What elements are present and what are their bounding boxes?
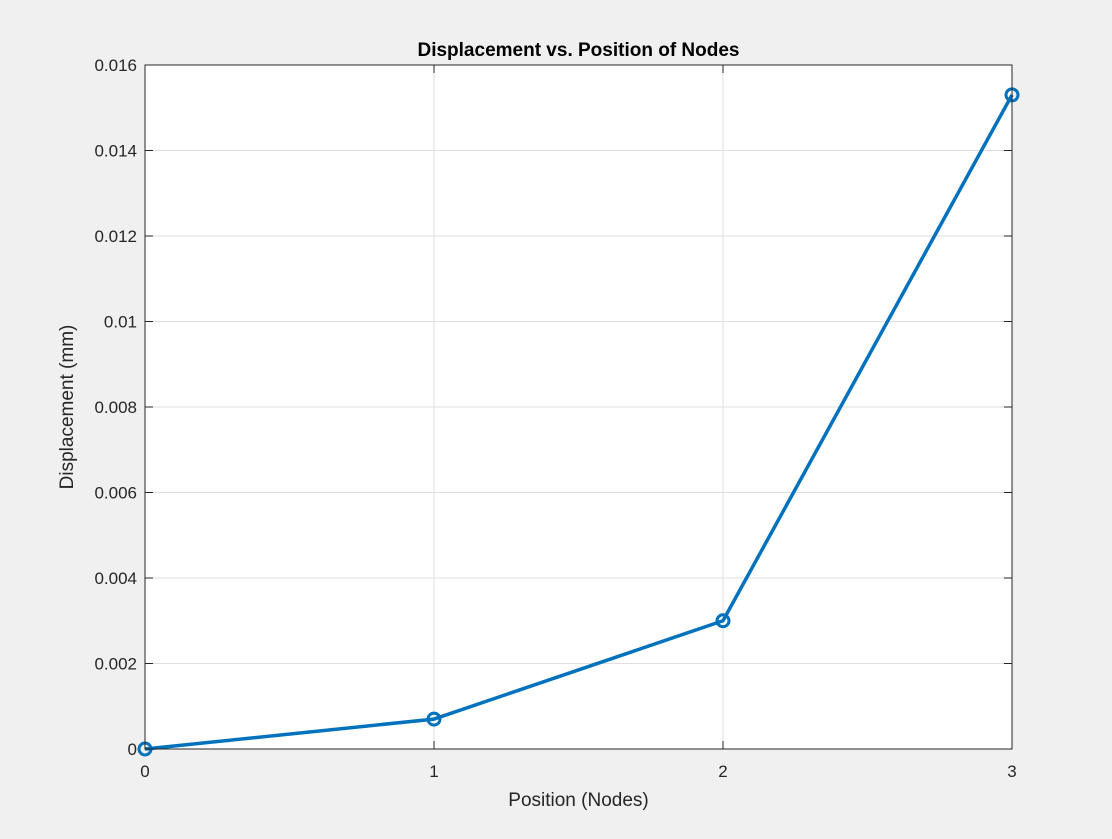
y-tick-label: 0.01: [104, 313, 137, 332]
data-point: [426, 711, 442, 727]
chart-title: Displacement vs. Position of Nodes: [417, 40, 739, 61]
y-tick-label: 0.016: [94, 56, 137, 75]
grid-lines: [145, 65, 1012, 749]
y-tick-label: 0.012: [94, 227, 137, 246]
x-tick-label: 3: [1007, 762, 1016, 781]
series-line: [144, 94, 1014, 751]
tick-labels: 0 1 2 3 0 0.002 0.004 0.006 0.008 0.01 0.012 0.014 0…: [94, 56, 1016, 781]
data-point: [715, 613, 731, 629]
y-tick-label: 0.002: [94, 655, 137, 674]
x-tick-label: 0: [140, 762, 149, 781]
y-tick-label: 0.006: [94, 484, 137, 503]
y-tick-label: 0.004: [94, 569, 137, 588]
x-tick-label: 1: [429, 762, 438, 781]
y-tick-label: 0: [128, 740, 137, 759]
x-tick-label: 2: [718, 762, 727, 781]
y-axis-label: Displacement (mm): [57, 325, 78, 490]
y-tick-label: 0.008: [94, 398, 137, 417]
x-axis-label: Position (Nodes): [508, 790, 648, 811]
tick-marks: [144, 64, 1013, 750]
y-tick-label: 0.014: [94, 142, 137, 161]
